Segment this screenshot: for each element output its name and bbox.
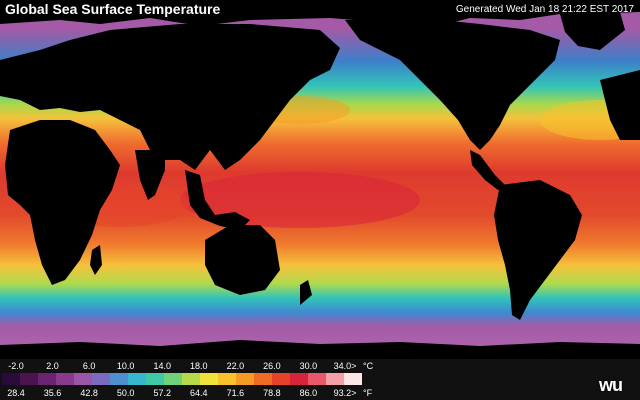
color-swatch — [272, 373, 290, 385]
celsius-tick-label: -2.0 — [8, 361, 24, 371]
fahrenheit-unit: °F — [363, 388, 373, 398]
land-europe-west — [600, 70, 640, 140]
land-india — [135, 150, 165, 200]
fahrenheit-tick-row: 28.4 35.6 42.8 50.0 57.2 64.4 71.6 78.8 86.0 93.2… — [0, 387, 640, 399]
celsius-tick-label: 26.0 — [263, 361, 281, 371]
land-madagascar — [90, 245, 102, 275]
celsius-unit: °C — [363, 361, 374, 371]
land-australia — [205, 225, 280, 295]
celsius-tick-label: 22.0 — [226, 361, 245, 371]
celsius-tick-label: 18.0 — [190, 361, 208, 371]
land-antarctica — [0, 340, 640, 359]
fahrenheit-tick-label: 28.4 — [7, 388, 25, 398]
color-swatch — [344, 373, 362, 385]
land-north-america — [345, 18, 560, 150]
color-swatch — [182, 373, 200, 385]
color-swatch — [20, 373, 38, 385]
fahrenheit-tick-label: 50.0 — [116, 388, 135, 398]
land-arctic — [0, 0, 640, 28]
land-central-america — [470, 150, 505, 190]
land-africa — [5, 120, 120, 285]
color-swatch — [110, 373, 128, 385]
color-swatch — [326, 373, 344, 385]
fahrenheit-tick-label: 57.2 — [153, 388, 171, 398]
fahrenheit-tick-label: 64.4 — [190, 388, 208, 398]
wu-logo: wu — [599, 375, 623, 395]
color-swatch — [74, 373, 92, 385]
color-swatch — [164, 373, 182, 385]
celsius-tick-label: 6.0 — [82, 361, 96, 371]
fahrenheit-tick-label: 35.6 — [43, 388, 62, 398]
map-canvas — [0, 0, 640, 359]
color-swatch — [308, 373, 326, 385]
color-swatch — [56, 373, 74, 385]
color-swatch — [2, 373, 20, 385]
celsius-tick-label: 34.0> — [333, 361, 357, 371]
color-swatch — [146, 373, 164, 385]
land-greenland — [560, 12, 625, 50]
fahrenheit-tick-label: 42.8 — [80, 388, 98, 398]
fahrenheit-tick-label: 86.0 — [299, 388, 318, 398]
land-japan — [262, 85, 278, 115]
color-swatch — [290, 373, 308, 385]
color-swatch — [92, 373, 110, 385]
land-eurasia — [0, 24, 340, 170]
color-swatch — [38, 373, 56, 385]
fahrenheit-tick-label: 71.6 — [226, 388, 245, 398]
celsius-tick-label: 2.0 — [46, 361, 59, 371]
temperature-legend: -2.0 2.0 6.0 10.0 14.0 18.0 22.0 26.0 30.0 34.0> … — [0, 359, 640, 400]
fahrenheit-tick-label: 78.8 — [263, 388, 281, 398]
color-swatch — [254, 373, 272, 385]
sea-surface-temperature-map: Global Sea Surface Temperature Generated… — [0, 0, 640, 359]
color-scale-bar — [2, 373, 362, 385]
land-masses — [0, 0, 640, 359]
color-swatch — [218, 373, 236, 385]
celsius-tick-label: 14.0 — [153, 361, 171, 371]
color-swatch — [128, 373, 146, 385]
land-new-zealand — [300, 280, 312, 305]
western-pacific-warm-pool — [180, 172, 420, 228]
color-swatch — [236, 373, 254, 385]
celsius-tick-label: 10.0 — [116, 361, 135, 371]
fahrenheit-tick-label: 93.2> — [333, 388, 357, 398]
celsius-tick-label: 30.0 — [299, 361, 318, 371]
color-swatch — [200, 373, 218, 385]
land-south-america — [494, 180, 582, 320]
land-southeast-asia — [185, 170, 250, 230]
celsius-tick-row: -2.0 2.0 6.0 10.0 14.0 18.0 22.0 26.0 30.0 34.0> — [0, 360, 640, 372]
